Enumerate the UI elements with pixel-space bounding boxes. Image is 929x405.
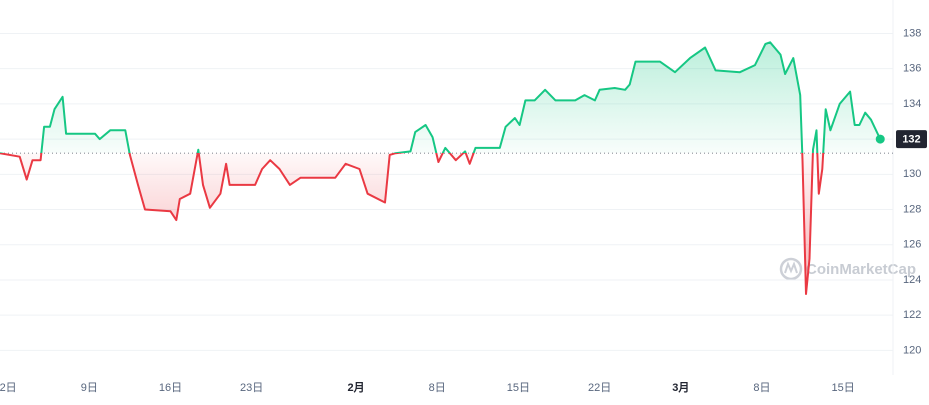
- last-point: [875, 134, 885, 144]
- y-tick-label: 126: [903, 239, 921, 251]
- y-tick-label: 134: [903, 98, 921, 110]
- y-tick-label: 136: [903, 63, 921, 75]
- y-tick-label: 120: [903, 344, 921, 356]
- x-tick-label: 23日: [240, 382, 263, 394]
- y-tick-label: 130: [903, 168, 921, 180]
- x-tick-label: 16日: [159, 382, 182, 394]
- x-tick-label: 3月: [672, 381, 689, 394]
- price-badge-label: 132: [902, 134, 920, 146]
- x-tick-label: 9日: [81, 382, 98, 394]
- price-line: [0, 41, 882, 295]
- x-tick-label: 8日: [429, 382, 446, 394]
- x-tick-label: 8日: [753, 382, 770, 394]
- x-tick-label: 22日: [588, 382, 611, 394]
- x-tick-label: 15日: [832, 382, 855, 394]
- price-badge: [896, 130, 927, 149]
- x-tick-label: 2日: [0, 382, 17, 394]
- x-tick-label: 2月: [347, 381, 364, 394]
- watermark: CoinMarketCap: [806, 261, 916, 278]
- area-fill: [0, 42, 881, 294]
- x-tick-label: 15日: [507, 382, 530, 394]
- y-tick-label: 124: [903, 274, 921, 286]
- y-tick-label: 128: [903, 203, 921, 215]
- y-tick-label: 122: [903, 309, 921, 321]
- y-tick-label: 138: [903, 27, 921, 39]
- watermark-logo: [779, 257, 803, 281]
